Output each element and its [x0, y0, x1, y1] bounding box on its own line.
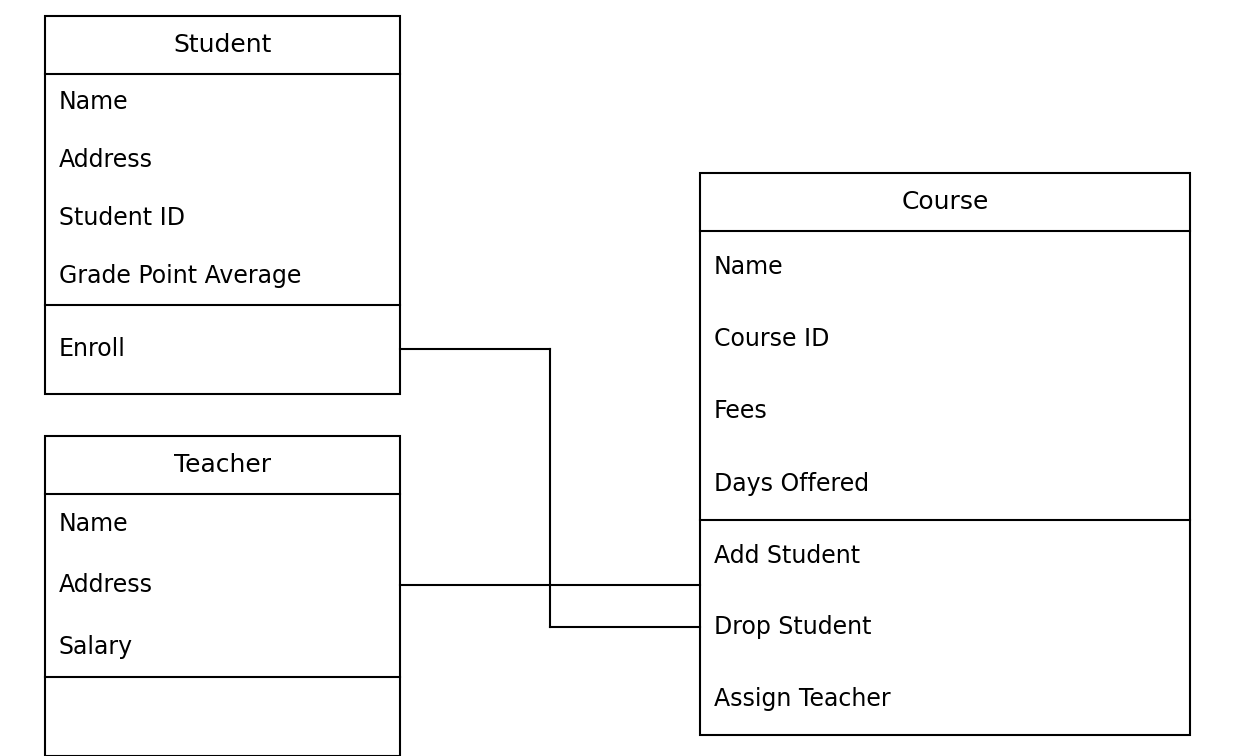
Text: Enroll: Enroll: [59, 337, 126, 361]
Text: Address: Address: [59, 148, 154, 172]
Text: Address: Address: [59, 573, 154, 597]
Text: Add Student: Add Student: [714, 544, 860, 568]
Text: Student ID: Student ID: [59, 206, 184, 230]
Text: Grade Point Average: Grade Point Average: [59, 264, 301, 287]
Text: Course ID: Course ID: [714, 327, 829, 352]
Text: Name: Name: [59, 512, 129, 536]
Text: Assign Teacher: Assign Teacher: [714, 687, 890, 711]
Bar: [45, 435, 400, 756]
Bar: [45, 16, 400, 394]
Bar: [699, 173, 1190, 735]
Text: Course: Course: [901, 190, 989, 214]
Text: Salary: Salary: [59, 634, 134, 658]
Text: Drop Student: Drop Student: [714, 615, 872, 640]
Text: Name: Name: [59, 91, 129, 114]
Text: Student: Student: [173, 33, 271, 57]
Text: Days Offered: Days Offered: [714, 472, 869, 496]
Text: Name: Name: [714, 255, 784, 279]
Text: Fees: Fees: [714, 399, 768, 423]
Text: Teacher: Teacher: [173, 453, 271, 476]
